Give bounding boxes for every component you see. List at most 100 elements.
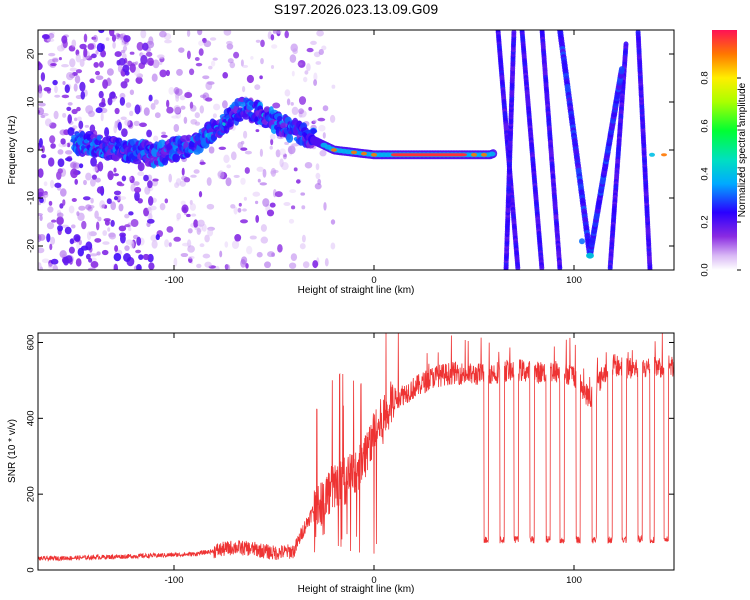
spectrogram-cell (111, 34, 117, 42)
spectrogram-cell (199, 243, 205, 248)
spectrogram-cell (78, 163, 84, 169)
spectrogram-cell (85, 241, 93, 251)
spectrogram-cell (168, 86, 175, 95)
spectrogram-cell (78, 120, 84, 130)
spectrogram-cell (99, 200, 106, 209)
spectrogram-cell (98, 60, 104, 68)
spectrogram-cell (61, 35, 68, 44)
spectrogram-cell (254, 200, 259, 205)
spectrogram-cell (119, 196, 127, 200)
spectrogram-cell (291, 70, 295, 77)
spectrogram-cell (260, 224, 267, 232)
spectrogram-cell (90, 157, 97, 167)
spectrogram-cell (63, 256, 69, 266)
spectrogram-cell (269, 202, 276, 208)
x-tick-label: 100 (566, 275, 582, 286)
spectrogram-cell (329, 114, 336, 123)
spectrogram-cell (129, 89, 135, 96)
spectrogram-cell (137, 171, 145, 177)
spectrogram-cell (271, 44, 278, 49)
spectrogram-cell (64, 226, 72, 235)
spectrogram-cell (38, 168, 44, 178)
spectrogram-cell (186, 50, 191, 60)
spectrogram-cell (129, 51, 135, 55)
spectrogram-cell (249, 235, 257, 240)
spectrogram-cell (255, 39, 261, 43)
spectrogram-cell (151, 239, 158, 249)
spectrogram-cell (159, 203, 166, 211)
spectrogram-cell (168, 242, 172, 247)
spectrogram-cell (189, 101, 194, 109)
spectrogram-cell (64, 84, 70, 94)
spectrogram-cell (38, 90, 43, 99)
spectrogram-cell (259, 75, 263, 80)
spectrogram-cell (301, 234, 306, 243)
spectrogram-cell (243, 196, 247, 201)
spectrogram-cell (284, 89, 291, 97)
spectrogram-cell (461, 153, 467, 157)
spectrogram-cell (269, 145, 273, 150)
spectrogram-cell (113, 252, 122, 262)
spectrogram-cell (165, 69, 171, 77)
spectrogram-cell (142, 42, 149, 51)
spectrogram-cell (190, 174, 197, 178)
spectrogram-cell (245, 263, 249, 269)
spectrogram-cell (180, 252, 189, 258)
spectrogram-cell (76, 106, 81, 112)
spectrogram-cell (256, 251, 263, 258)
x-tick-label: -100 (164, 575, 183, 586)
spectrogram-cell (69, 238, 75, 245)
spectrogram-cell (280, 122, 288, 129)
spectrogram-cell (102, 79, 109, 89)
spectrogram-cell (198, 48, 204, 56)
spectrogram-cell (312, 119, 317, 124)
spectrogram-x-ticks: -100 0 100 (164, 30, 582, 286)
spectrogram-cell (76, 116, 82, 122)
spectrogram-cell (113, 173, 120, 177)
spectrogram-cell (39, 197, 44, 204)
spectrogram-cell (286, 98, 291, 106)
spectrogram-cell (183, 177, 191, 183)
spectrogram-cell (252, 191, 261, 197)
spectrogram-cell (226, 40, 233, 46)
spectrogram-cell (255, 214, 260, 223)
y-tick-label: 20 (25, 49, 36, 60)
spectrogram-cell (117, 121, 122, 131)
spectrogram-cell (274, 191, 283, 198)
spectrogram-cell (284, 141, 289, 146)
spectrogram-cell (156, 54, 164, 58)
spectrogram-cell (210, 60, 216, 67)
spectrogram-cell (123, 253, 131, 262)
spectrogram-cell (54, 85, 58, 94)
spectrogram-cell (312, 260, 319, 269)
spectrogram-cell (98, 90, 104, 99)
spectrogram-cell (206, 203, 215, 210)
y-tick-label: -20 (25, 239, 36, 253)
spectrogram-cell (95, 49, 99, 55)
spectrogram-cell (60, 138, 66, 145)
spectrogram-cell (123, 35, 131, 43)
spectrogram-cell (75, 258, 82, 267)
spectrogram-cell (297, 62, 303, 66)
spectrogram-cell (119, 232, 126, 238)
spectrogram-cell (106, 68, 114, 76)
spectrogram-cell (46, 222, 55, 230)
spectrogram-cell (121, 175, 127, 182)
spectrogram-cell (113, 167, 117, 173)
spectrogram-cell (56, 45, 65, 52)
spectrogram-cell (114, 51, 122, 58)
spectrogram-cell (53, 110, 59, 120)
spectrogram-cell (38, 107, 45, 116)
spectrogram-cell (488, 151, 496, 157)
colorbar-label: Normalized spectral amplitude (737, 82, 748, 217)
spectrogram-cell (95, 75, 104, 81)
spectrogram-cell (137, 162, 145, 172)
spectrogram-cell (96, 42, 104, 53)
spectrogram-cell (49, 179, 55, 189)
spectrogram-cell (207, 228, 214, 237)
spectrogram-cell (233, 206, 238, 215)
spectrogram-cell (102, 241, 110, 245)
spectrogram-cell (67, 114, 73, 124)
spectrogram-cell (262, 168, 267, 178)
spectrogram-cell (270, 65, 275, 69)
